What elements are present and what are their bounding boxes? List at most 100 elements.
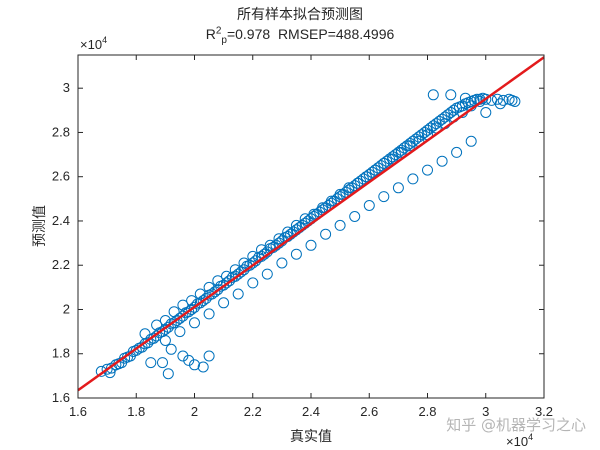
y-axis-label: 预测值 bbox=[32, 205, 48, 247]
data-point bbox=[424, 122, 436, 134]
data-point bbox=[369, 164, 381, 176]
data-point bbox=[183, 306, 195, 318]
data-point bbox=[189, 359, 200, 371]
data-point bbox=[276, 257, 288, 269]
chart-title: 所有样本拟合预测图 bbox=[237, 7, 363, 23]
data-point bbox=[177, 350, 189, 362]
data-point bbox=[273, 233, 285, 245]
data-point bbox=[229, 264, 241, 276]
data-point bbox=[363, 200, 375, 211]
data-point bbox=[451, 146, 463, 158]
data-point bbox=[355, 175, 366, 187]
data-point bbox=[264, 239, 276, 251]
data-point bbox=[261, 268, 273, 280]
data-point bbox=[151, 330, 163, 342]
x-tick-label: 2.4 bbox=[302, 404, 320, 419]
data-point bbox=[404, 140, 416, 152]
x-axis-label: 真实值 bbox=[290, 429, 332, 445]
data-point bbox=[436, 155, 448, 167]
data-point bbox=[159, 323, 171, 335]
data-point bbox=[366, 166, 378, 178]
fit-line bbox=[77, 56, 545, 392]
x-tick-label: 1.6 bbox=[69, 404, 87, 419]
x-exponent-label: ×104 bbox=[506, 432, 533, 449]
data-point bbox=[343, 182, 355, 194]
data-point bbox=[480, 93, 492, 105]
data-point bbox=[162, 368, 174, 380]
data-point bbox=[413, 131, 425, 143]
data-point bbox=[448, 104, 460, 116]
data-point bbox=[189, 317, 200, 329]
y-tick-label: 2.6 bbox=[52, 169, 70, 184]
x-axis-ticks: 1.6 1.8 2 2.2 2.4 2.6 2.8 3 3.2 bbox=[69, 55, 553, 419]
data-point bbox=[197, 295, 209, 307]
data-point bbox=[378, 157, 390, 169]
data-point bbox=[218, 297, 230, 309]
data-point bbox=[445, 89, 457, 101]
data-point bbox=[206, 288, 218, 300]
r-value: =0.978 bbox=[226, 26, 271, 42]
data-point bbox=[203, 281, 215, 293]
data-point bbox=[256, 244, 267, 256]
data-point bbox=[212, 275, 224, 287]
data-point bbox=[197, 361, 209, 373]
data-point bbox=[174, 326, 186, 338]
y-tick-label: 1.8 bbox=[52, 346, 70, 361]
data-point bbox=[308, 208, 320, 220]
data-point bbox=[174, 312, 186, 324]
r-superscript: 2 bbox=[215, 25, 222, 37]
data-point bbox=[151, 319, 163, 331]
data-point bbox=[407, 173, 419, 185]
data-point bbox=[232, 288, 244, 300]
data-point bbox=[422, 124, 433, 136]
y-tick-label: 3 bbox=[63, 80, 70, 95]
data-point bbox=[317, 202, 329, 214]
data-point bbox=[159, 315, 171, 326]
data-point bbox=[459, 92, 471, 104]
data-point bbox=[157, 357, 168, 369]
watermark: 知乎 @机器学习之心 bbox=[446, 416, 586, 434]
data-point bbox=[290, 219, 302, 231]
data-point bbox=[130, 344, 142, 356]
y-tick-label: 2.2 bbox=[52, 257, 70, 272]
data-point bbox=[363, 169, 375, 180]
data-point bbox=[395, 146, 407, 158]
data-point bbox=[183, 354, 195, 366]
data-point bbox=[229, 270, 241, 282]
data-point bbox=[247, 277, 259, 289]
data-point bbox=[299, 213, 311, 225]
y-axis-ticks: 1.6 1.8 2 2.2 2.4 2.6 2.8 3 bbox=[52, 80, 544, 405]
data-point bbox=[194, 297, 206, 309]
data-point bbox=[320, 228, 332, 240]
data-point bbox=[497, 94, 509, 106]
x-tick-label: 1.8 bbox=[127, 404, 145, 419]
x-tick-label: 2.2 bbox=[244, 404, 262, 419]
y-exponent-label: ×104 bbox=[80, 35, 107, 52]
data-point bbox=[290, 248, 302, 260]
data-point bbox=[384, 153, 396, 165]
data-point bbox=[474, 96, 486, 107]
r-symbol: R bbox=[205, 26, 216, 42]
data-point bbox=[221, 270, 232, 282]
data-point bbox=[334, 219, 346, 231]
data-point bbox=[203, 308, 215, 320]
data-point bbox=[101, 363, 113, 375]
r-subscript: p bbox=[221, 34, 227, 46]
data-point bbox=[494, 98, 506, 110]
data-point bbox=[334, 188, 346, 200]
x-tick-label: 3 bbox=[482, 404, 489, 419]
data-point bbox=[401, 140, 413, 152]
data-point bbox=[139, 328, 151, 340]
data-point bbox=[381, 155, 393, 167]
data-point bbox=[247, 250, 259, 262]
data-point bbox=[209, 286, 221, 298]
data-point bbox=[168, 306, 180, 318]
data-point bbox=[410, 133, 422, 145]
data-point bbox=[282, 226, 294, 238]
data-point bbox=[349, 211, 361, 222]
data-point bbox=[203, 350, 215, 362]
data-point bbox=[177, 299, 189, 311]
y-tick-label: 2.4 bbox=[52, 213, 70, 228]
